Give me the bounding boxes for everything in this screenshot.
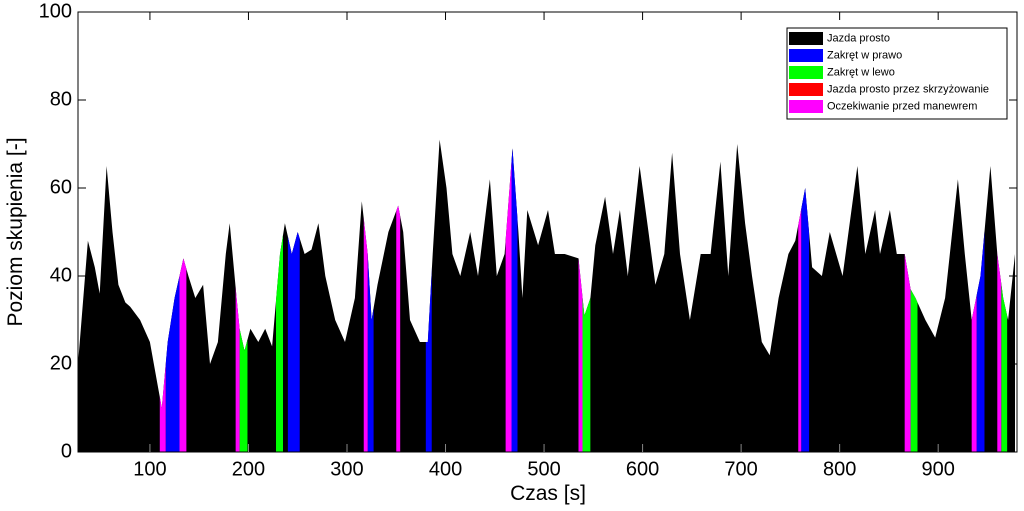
segment [363,218,368,452]
segment [997,253,1002,452]
legend-label: Jazda prosto przez skrzyżowanie [827,83,989,95]
segment [511,148,518,452]
x-tick-label: 700 [724,458,757,480]
segment [578,258,583,452]
y-tick-label: 80 [50,88,72,110]
segment [582,296,591,452]
x-tick-label: 200 [232,458,265,480]
legend-label: Oczekiwanie przed manewrem [827,100,977,112]
segment [235,287,240,452]
segment [425,271,432,452]
segment [367,253,374,452]
x-axis-label: Czas [s] [510,482,586,505]
legend-box [786,27,1008,120]
y-tick-label: 0 [61,440,72,462]
segment [239,328,248,452]
y-tick-label: 20 [50,352,72,374]
segment [179,258,187,452]
y-tick-label: 60 [50,176,72,198]
y-tick-label: 100 [39,0,72,22]
segment [910,289,918,452]
segment [276,235,283,452]
y-axis-label: Poziom skupienia [-] [4,137,27,326]
x-tick-label: 500 [527,458,560,480]
x-tick-label: 400 [429,458,462,480]
x-tick-label: 600 [626,458,659,480]
legend-swatch [789,32,823,45]
legend-swatch [789,83,823,96]
segment [165,276,180,452]
legend-swatch [789,66,823,79]
legend-label: Zakręt w lewo [827,66,895,78]
segment [1001,283,1008,452]
x-tick-label: 800 [823,458,856,480]
x-tick-label: 300 [330,458,363,480]
legend-swatch [789,100,823,113]
legend-label: Zakręt w prawo [827,49,902,61]
segment [801,188,810,452]
x-tick-label: 100 [133,458,166,480]
segment [159,364,166,452]
area [78,139,1015,452]
segment [971,295,977,452]
y-tick-label: 40 [50,264,72,286]
plot-frame [77,11,1018,453]
x-tick-label: 900 [921,458,954,480]
segment [287,232,300,452]
legend-swatch [789,49,823,62]
segment [798,209,802,452]
segment [396,205,401,452]
segment [904,254,911,452]
segment [976,231,985,452]
segment [505,161,512,452]
legend-label: Jazda prosto [827,32,890,44]
